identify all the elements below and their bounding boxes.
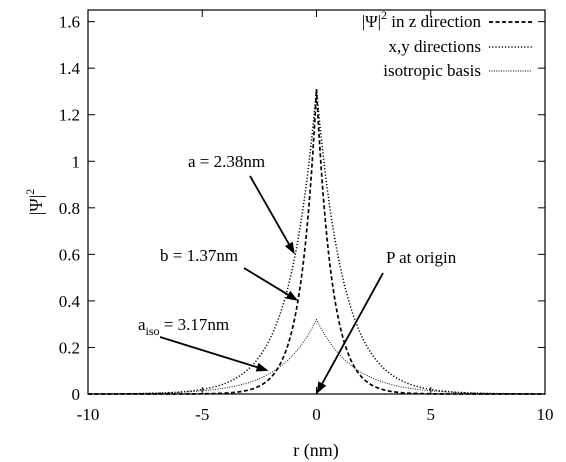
y-tick-label: 0.6: [59, 245, 80, 264]
legend: |Ψ|2 in z direction x,y directions isotr…: [362, 8, 532, 80]
annotation-aiso-arrow: [159, 336, 258, 369]
annotation-p-arrowhead: [316, 381, 327, 394]
y-tick-label: 0: [72, 385, 81, 404]
series-line-isotropic-basis: [88, 318, 545, 395]
annotation-a-label: a = 2.38nm: [188, 152, 265, 171]
annotation-p-arrow: [321, 272, 384, 384]
x-tick-label: 10: [537, 405, 554, 424]
y-tick-label: 1.6: [59, 13, 80, 32]
annotation-aiso-arrowhead: [255, 362, 269, 372]
y-axis-label: |Ψ|2: [23, 189, 46, 216]
y-tick-label: 1: [72, 152, 81, 171]
x-tick-label: -10: [77, 405, 100, 424]
annotation-p-label: P at origin: [386, 248, 457, 267]
annotations: a = 2.38nm b = 1.37nm aiso = 3.17nm P at…: [138, 152, 457, 394]
annotation-a-arrowhead: [284, 241, 295, 255]
y-tick-label: 1.2: [59, 106, 80, 125]
y-tick-label: 1.4: [59, 59, 81, 78]
x-tick-label: -5: [195, 405, 209, 424]
x-tick-label: 5: [427, 405, 436, 424]
annotation-b-arrowhead: [285, 290, 299, 301]
annotation-b-label: b = 1.37nm: [160, 246, 238, 265]
y-tick-label: 0.4: [59, 292, 81, 311]
x-axis-label: r (nm): [293, 440, 338, 461]
y-tick-label: 0.8: [59, 199, 80, 218]
y-tick-label: 0.2: [59, 338, 80, 357]
legend-entry-z-direction: |Ψ|2 in z direction: [362, 8, 482, 31]
annotation-a-arrow: [249, 175, 290, 245]
x-tick-label: 0: [312, 405, 321, 424]
annotation-aiso-label: aiso = 3.17nm: [138, 315, 229, 338]
series-line-xy-directions: [88, 89, 545, 395]
legend-entry-isotropic-basis: isotropic basis: [383, 61, 481, 80]
legend-entry-xy-directions: x,y directions: [388, 37, 481, 56]
annotation-b-arrow: [243, 267, 289, 296]
